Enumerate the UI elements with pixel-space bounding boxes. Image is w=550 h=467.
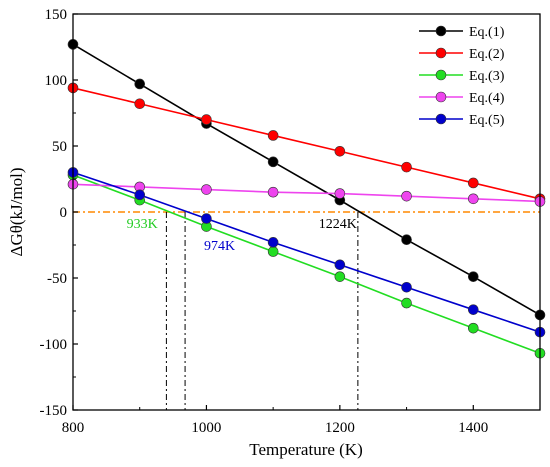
x-tick-label: 800 (62, 420, 85, 436)
data-point (267, 186, 279, 198)
data-point (134, 189, 146, 201)
data-point (467, 271, 479, 282)
series-3 (67, 169, 546, 359)
series-line (72, 43, 541, 316)
data-point (334, 188, 346, 199)
data-point (401, 234, 412, 246)
data-point (267, 156, 279, 168)
legend-marker (435, 69, 447, 81)
y-tick-label: -100 (40, 337, 68, 353)
legend-marker (435, 25, 447, 37)
series-line (72, 174, 541, 354)
data-point (334, 259, 346, 271)
legend-item: Eq.(3) (419, 69, 505, 84)
legend-item: Eq.(5) (419, 113, 505, 128)
y-axis-title: ΔGθ(kJ/mol) (7, 168, 26, 257)
data-point (401, 161, 412, 173)
series-line (72, 183, 541, 203)
legend-label: Eq.(1) (469, 25, 505, 40)
legend-label: Eq.(5) (469, 113, 505, 128)
series-line (72, 87, 541, 200)
annotation-label: 1224K (319, 217, 357, 232)
legend-item: Eq.(4) (419, 91, 505, 106)
x-tick-label: 1400 (458, 420, 488, 436)
x-tick-label: 1000 (191, 420, 221, 436)
data-point (201, 184, 212, 195)
data-point (267, 130, 279, 141)
x-axis-title: Temperature (K) (249, 440, 363, 459)
legend-label: Eq.(3) (469, 69, 505, 84)
legend-label: Eq.(4) (469, 91, 505, 106)
series-line (72, 171, 541, 333)
data-point (134, 78, 146, 90)
y-tick-label: -150 (40, 403, 68, 419)
y-tick-label: 50 (52, 139, 67, 155)
data-point (334, 271, 346, 282)
data-point (467, 193, 479, 205)
y-tick-label: 0 (60, 205, 68, 221)
legend-label: Eq.(2) (469, 47, 505, 62)
data-point (267, 237, 279, 248)
annotation-label: 933K (127, 217, 158, 232)
legend-marker (435, 47, 447, 59)
data-point (467, 177, 479, 189)
data-point (334, 145, 346, 157)
data-point (401, 190, 412, 202)
data-point (134, 98, 146, 110)
legend-item: Eq.(1) (419, 25, 505, 40)
data-point (467, 322, 479, 334)
y-tick-label: 100 (45, 73, 68, 89)
data-point (267, 246, 279, 257)
legend-marker (435, 113, 447, 125)
y-tick-label: 150 (45, 7, 68, 23)
data-point (401, 297, 412, 309)
data-point (201, 213, 212, 224)
annotation-label: 974K (204, 239, 235, 254)
data-point (401, 281, 412, 293)
legend-item: Eq.(2) (419, 47, 505, 62)
y-tick-label: -50 (47, 271, 67, 287)
data-point (201, 114, 212, 125)
legend-marker (435, 91, 447, 103)
data-point (467, 304, 479, 315)
x-tick-label: 1200 (325, 420, 355, 436)
